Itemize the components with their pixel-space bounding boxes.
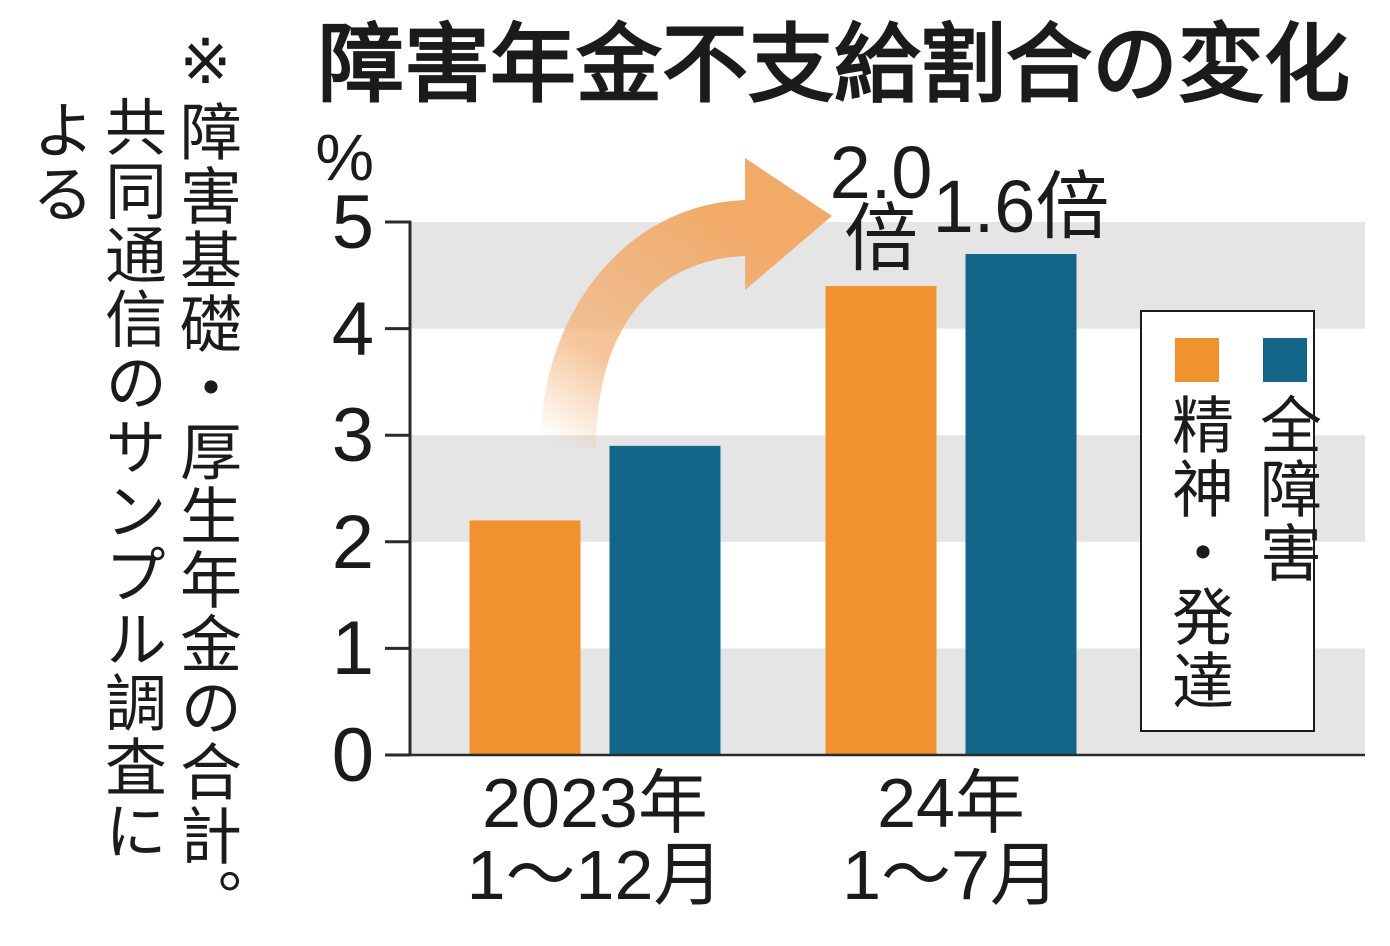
axes bbox=[385, 220, 1365, 757]
x-category-label: 24年 1〜7月 bbox=[801, 767, 1101, 911]
legend: 精神・発達 全障害 bbox=[1140, 310, 1322, 732]
bar-mental-developmental-2024 bbox=[825, 285, 937, 755]
y-axis-unit: % bbox=[315, 120, 374, 194]
note-line-3: よる bbox=[21, 98, 94, 226]
legend-swatch-all-disabilities bbox=[1263, 338, 1307, 382]
data-label-mental-developmental-2024: 2.0 倍 bbox=[761, 130, 1001, 280]
legend-label-all-disabilities: 全障害 bbox=[1249, 393, 1322, 585]
x-category-label: 2023年 1〜12月 bbox=[445, 767, 745, 911]
increase-arrow bbox=[540, 158, 832, 448]
data-label-line: 倍 bbox=[844, 196, 918, 280]
y-tick-label: 3 bbox=[331, 393, 374, 479]
x-category-label-line: 2023年 bbox=[482, 764, 708, 842]
y-tick-label: 5 bbox=[331, 180, 374, 265]
bar-mental-developmental-2023 bbox=[469, 520, 581, 755]
bar-all-disabilities-2023 bbox=[609, 445, 721, 755]
y-tick-label: 2 bbox=[331, 499, 374, 585]
bar-all-disabilities-2024 bbox=[965, 253, 1077, 756]
data-label-all-disabilities-2024: 1.6倍 bbox=[901, 164, 1141, 248]
y-tick-label: 4 bbox=[331, 286, 374, 372]
chart-title: 障害年金不支給割合の変化 bbox=[318, 15, 1350, 115]
data-label-line: 2.0 bbox=[829, 130, 933, 214]
y-tick-label: 1 bbox=[331, 606, 374, 692]
data-label-line: 1.6倍 bbox=[932, 164, 1110, 248]
legend-label-mental-developmental: 精神・発達 bbox=[1161, 393, 1234, 713]
note-line-2: 共同通信のサンプル調査に bbox=[94, 95, 167, 863]
legend-swatch-mental-developmental bbox=[1175, 338, 1219, 382]
x-category-label-line: 24年 bbox=[877, 764, 1025, 842]
y-tick-label: 0 bbox=[331, 713, 374, 798]
bars bbox=[469, 253, 1077, 756]
note-line-1: ※障害基礎・厚生年金の合計。 bbox=[169, 25, 242, 932]
x-category-label-line: 1〜7月 bbox=[842, 836, 1060, 914]
x-category-label-line: 1〜12月 bbox=[466, 836, 724, 914]
